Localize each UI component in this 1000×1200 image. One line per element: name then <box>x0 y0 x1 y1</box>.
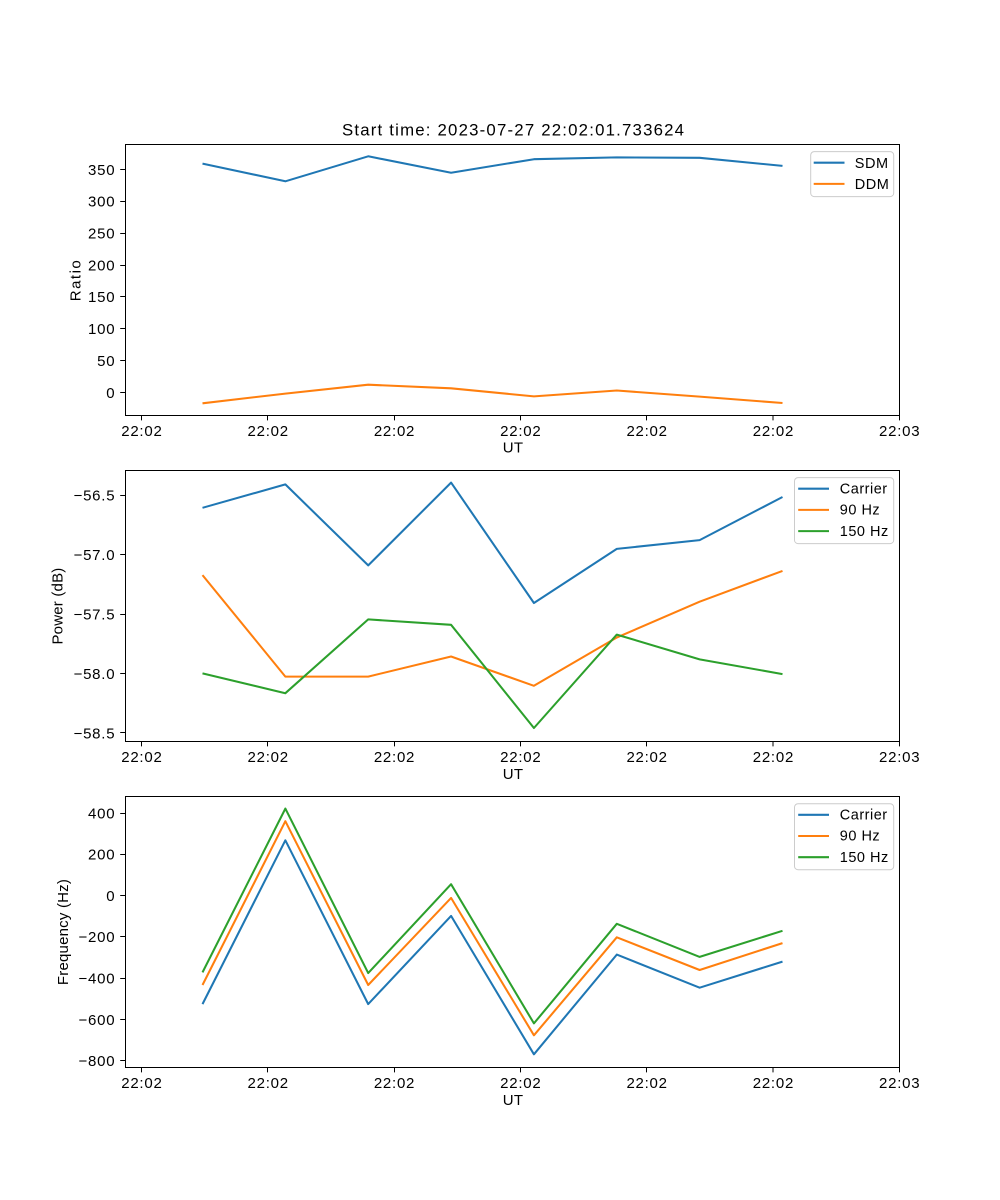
svg-text:22:02: 22:02 <box>753 749 794 766</box>
svg-text:350: 350 <box>88 162 115 179</box>
svg-text:250: 250 <box>88 226 115 243</box>
svg-text:200: 200 <box>88 257 115 274</box>
svg-text:22:02: 22:02 <box>626 423 667 440</box>
svg-text:22:02: 22:02 <box>248 1075 289 1092</box>
svg-text:Carrier: Carrier <box>840 808 888 824</box>
svg-text:−58.5: −58.5 <box>74 725 116 742</box>
svg-text:Ratio: Ratio <box>67 259 84 302</box>
svg-text:22:02: 22:02 <box>248 749 289 766</box>
svg-text:90 Hz: 90 Hz <box>840 503 880 519</box>
svg-text:22:02: 22:02 <box>500 749 541 766</box>
svg-text:−200: −200 <box>79 929 116 946</box>
svg-text:200: 200 <box>88 847 115 864</box>
svg-text:Carrier: Carrier <box>840 481 888 497</box>
svg-text:UT: UT <box>503 766 523 783</box>
svg-text:400: 400 <box>88 805 115 822</box>
svg-text:150: 150 <box>88 289 115 306</box>
svg-text:300: 300 <box>88 194 115 211</box>
svg-text:0: 0 <box>106 385 115 402</box>
svg-text:UT: UT <box>503 1092 523 1109</box>
svg-text:DDM: DDM <box>855 177 890 193</box>
svg-text:22:02: 22:02 <box>626 749 667 766</box>
svg-text:50: 50 <box>97 353 115 370</box>
svg-text:0: 0 <box>106 888 115 905</box>
svg-text:SDM: SDM <box>855 156 889 172</box>
svg-text:Power (dB): Power (dB) <box>50 567 67 644</box>
svg-text:22:02: 22:02 <box>374 749 415 766</box>
svg-text:22:02: 22:02 <box>374 423 415 440</box>
svg-text:22:02: 22:02 <box>374 1075 415 1092</box>
svg-text:22:02: 22:02 <box>753 1075 794 1092</box>
svg-text:22:03: 22:03 <box>879 423 920 440</box>
svg-text:22:03: 22:03 <box>879 1075 920 1092</box>
svg-text:−600: −600 <box>79 1012 116 1029</box>
svg-text:22:03: 22:03 <box>879 749 920 766</box>
svg-text:−58.0: −58.0 <box>74 666 116 683</box>
svg-text:UT: UT <box>503 440 523 457</box>
svg-text:90 Hz: 90 Hz <box>840 829 880 845</box>
svg-text:22:02: 22:02 <box>248 423 289 440</box>
svg-text:−400: −400 <box>79 971 116 988</box>
svg-text:−57.0: −57.0 <box>74 547 116 564</box>
svg-text:−57.5: −57.5 <box>74 607 116 624</box>
svg-text:22:02: 22:02 <box>500 1075 541 1092</box>
svg-text:22:02: 22:02 <box>626 1075 667 1092</box>
svg-text:150 Hz: 150 Hz <box>840 850 889 866</box>
svg-text:100: 100 <box>88 321 115 338</box>
svg-text:−56.5: −56.5 <box>74 488 116 505</box>
svg-text:22:02: 22:02 <box>500 423 541 440</box>
svg-text:22:02: 22:02 <box>753 423 794 440</box>
svg-text:Frequency (Hz): Frequency (Hz) <box>55 879 72 985</box>
svg-text:22:02: 22:02 <box>121 1075 162 1092</box>
svg-text:22:02: 22:02 <box>121 749 162 766</box>
svg-text:22:02: 22:02 <box>121 423 162 440</box>
svg-text:−800: −800 <box>79 1053 116 1070</box>
svg-text:Start time: 2023-07-27 22:02:0: Start time: 2023-07-27 22:02:01.733624 <box>342 121 685 140</box>
svg-text:150 Hz: 150 Hz <box>840 524 889 540</box>
